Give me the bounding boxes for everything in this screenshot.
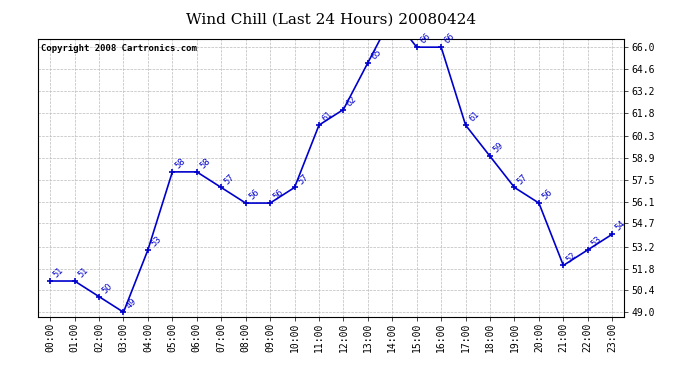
Text: 49: 49	[125, 297, 139, 311]
Text: Wind Chill (Last 24 Hours) 20080424: Wind Chill (Last 24 Hours) 20080424	[186, 13, 476, 27]
Text: 58: 58	[174, 157, 188, 171]
Text: 53: 53	[589, 235, 603, 249]
Text: Copyright 2008 Cartronics.com: Copyright 2008 Cartronics.com	[41, 44, 197, 52]
Text: 51: 51	[76, 266, 90, 280]
Text: 57: 57	[223, 172, 237, 186]
Text: 66: 66	[442, 32, 457, 46]
Text: 50: 50	[101, 281, 115, 295]
Text: 61: 61	[467, 110, 481, 124]
Text: 59: 59	[491, 141, 505, 155]
Text: 56: 56	[271, 188, 286, 202]
Text: 58: 58	[198, 157, 212, 171]
Text: 51: 51	[52, 266, 66, 280]
Text: 56: 56	[540, 188, 554, 202]
Text: 66: 66	[418, 32, 432, 46]
Text: 62: 62	[345, 94, 359, 108]
Text: 53: 53	[149, 235, 163, 249]
Text: 54: 54	[613, 219, 627, 233]
Text: 65: 65	[369, 48, 383, 62]
Text: 57: 57	[296, 172, 310, 186]
Text: 57: 57	[516, 172, 530, 186]
Text: 61: 61	[320, 110, 334, 124]
Text: 52: 52	[564, 250, 578, 264]
Text: 68: 68	[0, 374, 1, 375]
Text: 56: 56	[247, 188, 261, 202]
